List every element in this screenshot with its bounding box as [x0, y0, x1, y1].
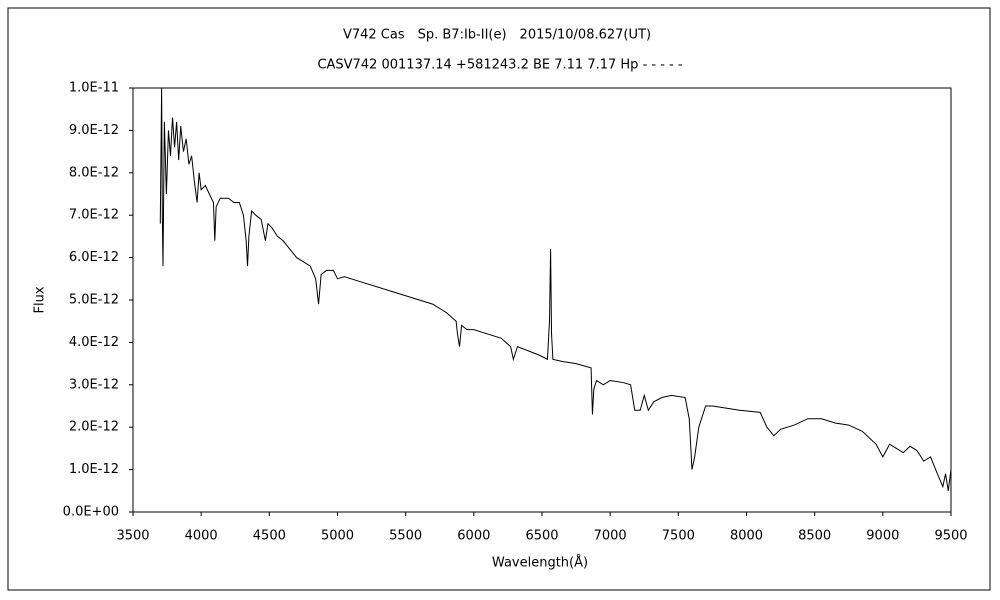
- x-axis-label: Wavelength(Å): [492, 555, 588, 571]
- y-tick-label: 2.0E-12: [69, 420, 119, 435]
- chart-subtitle: CASV742 001137.14 +581243.2 BE 7.11 7.17…: [317, 58, 682, 73]
- x-tick-label: 8000: [730, 529, 763, 544]
- frame: [7, 7, 991, 591]
- y-tick-label: 8.0E-12: [69, 165, 119, 180]
- chart-title: V742 Cas Sp. B7:Ib-II(e) 2015/10/08.627(…: [343, 28, 651, 43]
- x-tick-label: 4000: [185, 529, 218, 544]
- y-tick-label: 1.0E-11: [69, 81, 119, 96]
- y-tick-label: 7.0E-12: [69, 208, 119, 223]
- y-tick-label: 5.0E-12: [69, 293, 119, 308]
- spectrum-line: [159, 87, 952, 491]
- x-tick-label: 9000: [866, 529, 899, 544]
- x-tick-label: 6500: [525, 529, 558, 544]
- y-axis-label: Flux: [33, 286, 48, 313]
- x-tick-label: 8500: [798, 529, 831, 544]
- x-tick-label: 9500: [934, 529, 967, 544]
- y-tick-label: 1.0E-12: [69, 462, 119, 477]
- x-tick-label: 4500: [253, 529, 286, 544]
- x-tick-label: 6000: [457, 529, 490, 544]
- y-tick-label: 6.0E-12: [69, 250, 119, 265]
- y-tick-label: 0.0E+00: [63, 505, 119, 520]
- x-tick-label: 7000: [594, 529, 627, 544]
- y-tick-label: 4.0E-12: [69, 335, 119, 350]
- x-tick-label: 7500: [662, 529, 695, 544]
- x-tick-label: 5500: [389, 529, 422, 544]
- x-tick-label: 5000: [321, 529, 354, 544]
- x-tick-label: 3500: [116, 529, 149, 544]
- y-tick-label: 9.0E-12: [69, 123, 119, 138]
- plot-area: [132, 87, 952, 513]
- y-tick-label: 3.0E-12: [69, 377, 119, 392]
